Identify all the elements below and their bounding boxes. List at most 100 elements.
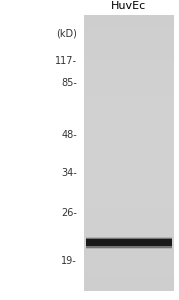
Bar (84, 181, 174, 182)
Bar (84, 275, 174, 277)
Bar (84, 122, 174, 123)
Bar (84, 182, 174, 183)
Bar (84, 161, 174, 163)
Bar (84, 264, 174, 266)
Bar (84, 196, 174, 197)
Bar (84, 23, 174, 25)
Text: 48-: 48- (61, 130, 77, 140)
Bar (84, 50, 174, 51)
Bar (84, 164, 174, 165)
Bar (84, 222, 174, 223)
Bar (84, 151, 174, 152)
Bar (84, 99, 174, 100)
Bar (84, 187, 174, 188)
Bar (84, 211, 174, 212)
Bar (84, 165, 174, 166)
Bar (84, 103, 174, 104)
Bar (84, 19, 174, 20)
Bar (84, 82, 174, 83)
Bar (84, 96, 174, 97)
Bar (84, 18, 174, 19)
Bar (84, 45, 174, 46)
Text: 26-: 26- (61, 208, 77, 218)
Bar (84, 88, 174, 89)
Bar (84, 239, 174, 241)
Bar (84, 246, 174, 247)
Bar (84, 169, 174, 170)
Bar (84, 43, 174, 44)
Bar (84, 65, 174, 66)
Bar (84, 149, 174, 151)
Bar (84, 260, 174, 261)
Bar (84, 288, 174, 290)
Bar (84, 75, 174, 76)
Bar (84, 227, 174, 229)
Bar (84, 47, 174, 48)
Text: 34-: 34- (61, 168, 77, 178)
Bar (84, 215, 174, 217)
Bar (84, 56, 174, 57)
Bar (84, 257, 174, 258)
Bar (84, 238, 174, 239)
Bar (84, 258, 174, 259)
Bar (84, 153, 174, 154)
Bar (84, 137, 174, 139)
Bar (86, 237, 172, 249)
Bar (84, 87, 174, 88)
Bar (84, 27, 174, 28)
Bar (84, 60, 174, 61)
Bar (84, 110, 174, 111)
Bar (84, 29, 174, 30)
Bar (84, 272, 174, 273)
Bar (84, 64, 174, 65)
Bar (84, 150, 174, 152)
Bar (84, 68, 174, 70)
Bar (84, 279, 174, 280)
Bar (84, 168, 174, 169)
Bar (84, 284, 174, 286)
Bar (84, 280, 174, 281)
Bar (84, 199, 174, 200)
Bar (84, 28, 174, 29)
Bar (84, 106, 174, 107)
Bar (84, 33, 174, 34)
Bar (84, 219, 174, 220)
Bar (84, 247, 174, 248)
Bar (84, 251, 174, 253)
Bar (84, 180, 174, 181)
Bar (84, 41, 174, 42)
Bar (84, 125, 174, 127)
Bar (84, 192, 174, 193)
Bar (84, 117, 174, 118)
Bar (84, 55, 174, 56)
Bar (84, 127, 174, 128)
Bar (84, 22, 174, 23)
Bar (84, 39, 174, 40)
Bar (84, 178, 174, 179)
Bar (84, 235, 174, 236)
Bar (84, 128, 174, 129)
Bar (84, 138, 174, 140)
Bar (84, 49, 174, 50)
Bar (86, 238, 172, 248)
Bar (84, 186, 174, 187)
Bar (84, 124, 174, 126)
Bar (84, 162, 174, 164)
Bar (84, 194, 174, 196)
Bar (86, 239, 172, 246)
Bar (84, 173, 174, 174)
Bar (84, 73, 174, 74)
Bar (84, 112, 174, 113)
Bar (84, 24, 174, 26)
Bar (84, 66, 174, 67)
Bar (84, 238, 174, 240)
Bar (84, 216, 174, 217)
Bar (84, 21, 174, 22)
Bar (84, 274, 174, 276)
Bar (84, 37, 174, 38)
Bar (84, 170, 174, 172)
Bar (84, 30, 174, 31)
Bar (84, 68, 174, 69)
Bar (84, 188, 174, 189)
Bar (84, 242, 174, 243)
